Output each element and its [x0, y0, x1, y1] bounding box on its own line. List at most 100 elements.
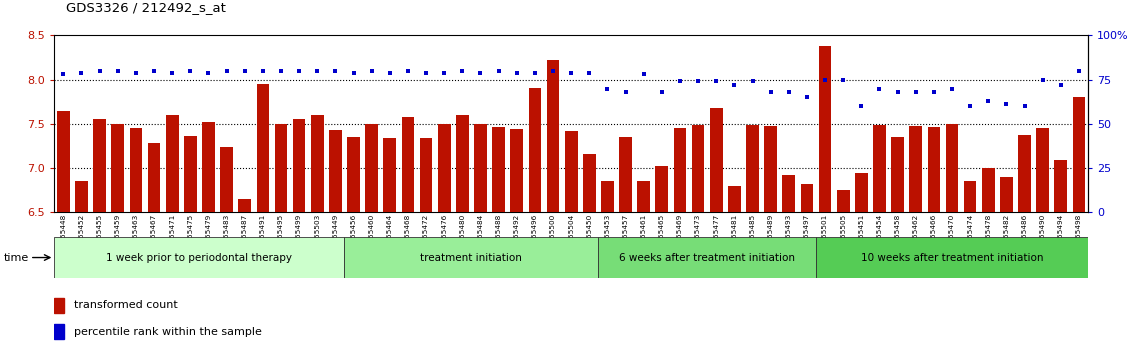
Point: [381, 70, 399, 75]
Text: GDS3326 / 212492_s_at: GDS3326 / 212492_s_at: [66, 1, 225, 14]
Text: percentile rank within the sample: percentile rank within the sample: [75, 327, 262, 337]
Bar: [728, 186, 741, 212]
Point: [671, 79, 689, 84]
Point: [109, 68, 127, 74]
Bar: [564, 131, 578, 212]
Point: [309, 68, 327, 74]
Bar: [474, 124, 486, 212]
Point: [853, 103, 871, 109]
Point: [199, 70, 217, 75]
Bar: [54, 298, 64, 313]
Point: [925, 89, 943, 95]
Bar: [347, 137, 360, 212]
Bar: [112, 124, 124, 212]
Point: [90, 68, 109, 74]
Bar: [546, 60, 560, 212]
Point: [490, 68, 508, 74]
Text: 10 weeks after treatment initiation: 10 weeks after treatment initiation: [861, 252, 1043, 263]
Bar: [456, 115, 468, 212]
Text: transformed count: transformed count: [75, 300, 178, 310]
Point: [1016, 103, 1034, 109]
Point: [707, 79, 725, 84]
Bar: [148, 143, 161, 212]
Bar: [891, 137, 904, 212]
Bar: [765, 126, 777, 212]
Bar: [492, 126, 504, 212]
Point: [145, 68, 163, 74]
Point: [127, 70, 145, 75]
Point: [327, 68, 345, 74]
Bar: [601, 181, 614, 212]
Bar: [746, 125, 759, 212]
Bar: [402, 117, 414, 212]
Point: [290, 68, 308, 74]
Bar: [909, 126, 922, 212]
Bar: [1036, 128, 1050, 212]
Point: [889, 89, 907, 95]
Bar: [293, 119, 305, 212]
Bar: [54, 324, 64, 339]
Bar: [819, 46, 831, 212]
Point: [1052, 82, 1070, 88]
Text: time: time: [3, 252, 28, 263]
Bar: [365, 124, 378, 212]
Point: [472, 70, 490, 75]
Point: [725, 82, 743, 88]
Bar: [656, 166, 668, 212]
Bar: [239, 199, 251, 212]
Text: 6 weeks after treatment initiation: 6 weeks after treatment initiation: [619, 252, 795, 263]
Bar: [383, 138, 396, 212]
Point: [689, 79, 707, 84]
Point: [235, 68, 253, 74]
Bar: [57, 110, 70, 212]
Point: [835, 77, 853, 82]
Point: [1034, 77, 1052, 82]
Point: [761, 89, 779, 95]
Bar: [801, 184, 813, 212]
Bar: [1054, 160, 1068, 212]
Point: [72, 70, 90, 75]
Point: [743, 79, 761, 84]
Bar: [815, 237, 1088, 278]
Bar: [202, 122, 215, 212]
Point: [399, 68, 417, 74]
Bar: [329, 130, 342, 212]
Point: [943, 86, 961, 91]
Text: 1 week prior to periodontal therapy: 1 week prior to periodontal therapy: [106, 252, 293, 263]
Point: [163, 70, 181, 75]
Point: [616, 89, 634, 95]
Point: [217, 68, 235, 74]
Point: [508, 70, 526, 75]
Bar: [75, 181, 88, 212]
Bar: [166, 115, 179, 212]
Bar: [311, 115, 323, 212]
Point: [979, 98, 998, 104]
Point: [363, 68, 381, 74]
Point: [907, 89, 925, 95]
Bar: [855, 172, 867, 212]
Point: [779, 89, 797, 95]
Bar: [582, 154, 596, 212]
Bar: [964, 181, 976, 212]
Bar: [420, 138, 432, 212]
Point: [562, 70, 580, 75]
Bar: [692, 125, 705, 212]
Point: [454, 68, 472, 74]
Point: [526, 70, 544, 75]
Bar: [93, 119, 106, 212]
Bar: [528, 88, 542, 212]
Bar: [184, 136, 197, 212]
Bar: [275, 124, 287, 212]
Bar: [873, 125, 886, 212]
Point: [580, 70, 598, 75]
Point: [181, 68, 199, 74]
Point: [54, 72, 72, 77]
Bar: [54, 237, 345, 278]
Bar: [927, 126, 940, 212]
Point: [435, 70, 454, 75]
Bar: [598, 237, 815, 278]
Bar: [1018, 135, 1030, 212]
Bar: [982, 168, 994, 212]
Point: [797, 95, 815, 100]
Bar: [619, 137, 632, 212]
